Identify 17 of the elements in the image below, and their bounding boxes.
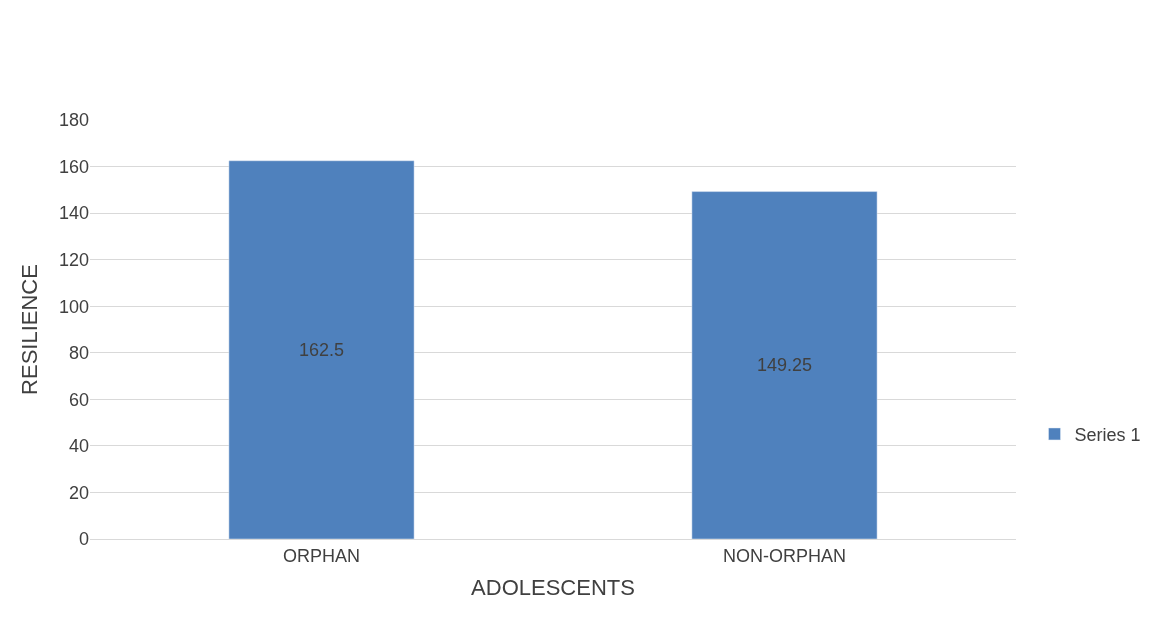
data-label: 149.25 xyxy=(756,355,813,376)
y-tick-label: 20 xyxy=(68,482,89,503)
y-tick-label: 60 xyxy=(68,389,89,410)
y-tick-label: 180 xyxy=(58,110,89,131)
legend-label: Series 1 xyxy=(1074,424,1141,445)
x-tick-label: ORPHAN xyxy=(282,545,361,566)
y-tick-label: 100 xyxy=(58,296,89,317)
y-tick-label: 160 xyxy=(58,156,89,177)
data-label: 162.5 xyxy=(298,339,345,360)
y-tick-label: 40 xyxy=(68,436,89,457)
y-axis-title: RESILIENCE xyxy=(16,264,42,395)
x-axis-title: ADOLESCENTS xyxy=(471,575,635,601)
y-tick-label: 120 xyxy=(58,249,89,270)
y-tick-label: 140 xyxy=(58,203,89,224)
x-tick-label: NON-ORPHAN xyxy=(722,545,847,566)
y-tick-label: 80 xyxy=(68,343,89,364)
y-tick-label: 0 xyxy=(78,529,89,550)
